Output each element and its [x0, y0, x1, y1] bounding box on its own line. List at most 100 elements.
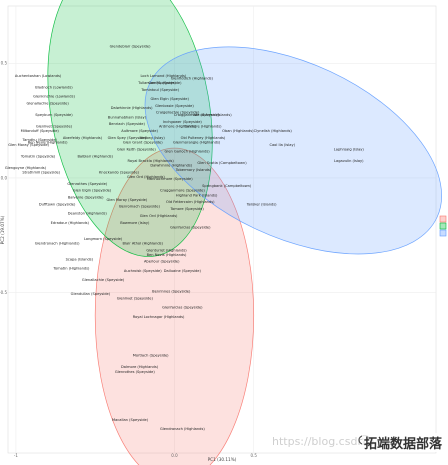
point-label: Royal Lochnagar (Highlands) — [133, 315, 185, 319]
point-label: Glenallachie (Speyside) — [82, 278, 125, 282]
point-label: Dalmore (Highlands) — [184, 124, 222, 128]
point-label: Miltonduff (Speyside) — [21, 129, 60, 133]
point-label: Aberlour (Speyside) — [144, 260, 180, 264]
point-label: Highland Park (Islands) — [176, 193, 218, 197]
point-label: Auchentoshan (Lowlands) — [15, 74, 62, 78]
point-label: Glenturret (Highlands) — [146, 248, 187, 252]
legend — [439, 215, 447, 237]
point-label: Lagavulin (Islay) — [334, 159, 364, 163]
point-label: Glenrothes (Speyside) — [67, 182, 107, 186]
point-labels: Glendeblair (Speyside) Auchentoshan (Lowl… — [5, 44, 365, 431]
point-label: Tobermory (Islands) — [175, 168, 212, 172]
point-label: Tomatin (Highlands) — [52, 267, 90, 271]
point-label: Glenfiddich (Highlands) — [171, 76, 214, 80]
point-label: Tomore (Speyside) — [169, 207, 204, 211]
point-label: Knockando (Speyside) — [99, 170, 140, 174]
point-label: Loch Lomond (Highlands) — [140, 74, 186, 78]
point-label: Dailuaine (Speyside) — [164, 269, 202, 273]
point-label: Glenkinchie (Lowlands) — [33, 95, 75, 99]
point-label: Tamdhu (Speyside) — [22, 138, 58, 142]
point-label: Ardmore (Highlands) — [159, 124, 197, 128]
point-label: Glenmorangie (Highlands) — [173, 141, 221, 145]
point-label: Glen Scotia (Campbeltown) — [197, 161, 247, 165]
point-label: Ben Nevis (Highlands) — [147, 253, 187, 257]
point-label: Glenrothes (Speyside) — [115, 370, 155, 374]
point-label: Balvenie (Speyside) — [68, 196, 104, 200]
plot-panel — [7, 5, 437, 454]
legend-key-1 — [439, 215, 447, 223]
point-label: Glendronach (Highlands) — [35, 241, 80, 245]
point-label: Edradour (Highlands) — [51, 221, 90, 225]
point-label: Cragganmore (Speyside) — [160, 189, 205, 193]
point-label: Glen Ord (Highlands) — [127, 175, 165, 179]
point-label: Inchgower (Speyside) — [163, 120, 203, 124]
point-label: Glen Garioch (Highlands) — [165, 150, 211, 154]
y-tick-label: -0.5 — [0, 290, 7, 295]
point-label: Mortlach (Speyside) — [133, 354, 169, 358]
point-label: Bladnoch (Lowlands) — [35, 86, 73, 90]
point-label: Glen Moray (Speyside) — [107, 198, 148, 202]
point-label: Old Pulteney (Highlands) — [181, 136, 226, 140]
point-label: Auchroisk (Speyside) — [124, 269, 162, 273]
x-axis-title: PC1 (30.11%) — [208, 457, 237, 462]
point-label: Glendullan (Speyside) — [71, 292, 111, 296]
point-label: Glen Elgin (Speyside) — [150, 97, 189, 101]
point-label: Speyburn (Speyside) — [35, 113, 73, 117]
y-tick-label: 0.0 — [1, 175, 8, 180]
point-label: Ben Nevis (Highlands) — [28, 141, 68, 145]
watermark-url: https://blog.csdn.net/ — [272, 435, 390, 448]
point-label: Glenallachie (Speyside) — [26, 102, 69, 106]
point-label: Isle of Arran (Islands) — [193, 113, 232, 117]
point-label: Glen Ord (Highlands) — [140, 214, 178, 218]
point-label: Glendeblair (Speyside) — [110, 44, 152, 48]
point-label: Macallan (Speyside) — [112, 418, 149, 422]
x-tick-label: -1 — [14, 453, 18, 458]
point-label: Laphroaig (Islay) — [334, 147, 365, 151]
point-label: Glenlivet (Speyside) — [117, 296, 154, 300]
point-label: Talisker (Islands) — [246, 202, 277, 206]
point-label: Blair Athol (Highlands) — [123, 241, 164, 245]
point-label: Craigganmore (Speyside) — [174, 113, 220, 117]
point-label: Deanston (Highlands) — [68, 212, 108, 216]
point-label: Benriach (Speyside) — [109, 122, 146, 126]
point-label: Glenfarclas (Speyside) — [162, 306, 203, 310]
x-tick-label: 0.0 — [171, 453, 178, 458]
point-label: Tomatin (Speyside) — [20, 154, 56, 158]
cluster-ellipse-2 — [47, 0, 213, 257]
point-label: Craigellachie (Speyside) — [156, 111, 200, 115]
point-label: Glen Spey (Speyside) — [108, 136, 147, 140]
point-label: Glen Moray (Speyside) — [8, 143, 49, 147]
watermark-name: 拓端数据部落 — [361, 433, 444, 452]
point-label: Clynelish (Highlands) — [254, 129, 293, 133]
point-label: Tomintoul (Speyside) — [140, 88, 179, 92]
legend-key-3 — [439, 229, 447, 237]
grid-lines — [8, 6, 436, 453]
point-label: Longmorn (Speyside) — [84, 237, 123, 241]
point-label: Glengoyne (Highlands) — [5, 166, 47, 170]
y-axis-title: PC2 (19.07%) — [0, 215, 5, 244]
point-label: Aberfeldy (Highlands) — [63, 136, 103, 140]
watermark: https://blog.csdn.net/ 拓端数据部落 — [272, 431, 444, 455]
point-label: Oban (Highlands) — [222, 129, 254, 133]
y-tick-label: 0.5 — [1, 61, 8, 66]
point-label: Glenfarclas (Speyside) — [170, 225, 211, 229]
point-label: Glenlivet (Speyside) — [36, 124, 73, 128]
point-label: Benrinnes (Speyside) — [152, 290, 191, 294]
point-label: Scapa (Islands) — [66, 257, 94, 261]
point-label: Strathmill (Speyside) — [22, 170, 60, 174]
point-label: Glendronach (Highlands) — [160, 427, 205, 431]
point-label: Royal Brackla (Highlands) — [128, 159, 175, 163]
point-label: Mannochmore (Speyside) — [147, 177, 193, 181]
cluster-ellipses — [47, 0, 442, 465]
point-label: Dalwhinnie (Highlands) — [111, 106, 153, 110]
x-tick-label: 0.5 — [251, 453, 258, 458]
point-label: Bunnahabhain (Islay) — [108, 115, 147, 119]
point-label: Glenlossie (Speyside) — [155, 104, 194, 108]
point-label: Glen Grant (Speyside) — [123, 141, 163, 145]
point-label: Dufftown (Speyside) — [39, 202, 76, 206]
legend-key-2 — [439, 222, 447, 230]
point-label: Balblair (Highlands) — [77, 154, 113, 158]
point-label: Glen Keith (Speyside) — [117, 147, 156, 151]
point-label: Dalwhinnie (Highlands) — [150, 163, 192, 167]
